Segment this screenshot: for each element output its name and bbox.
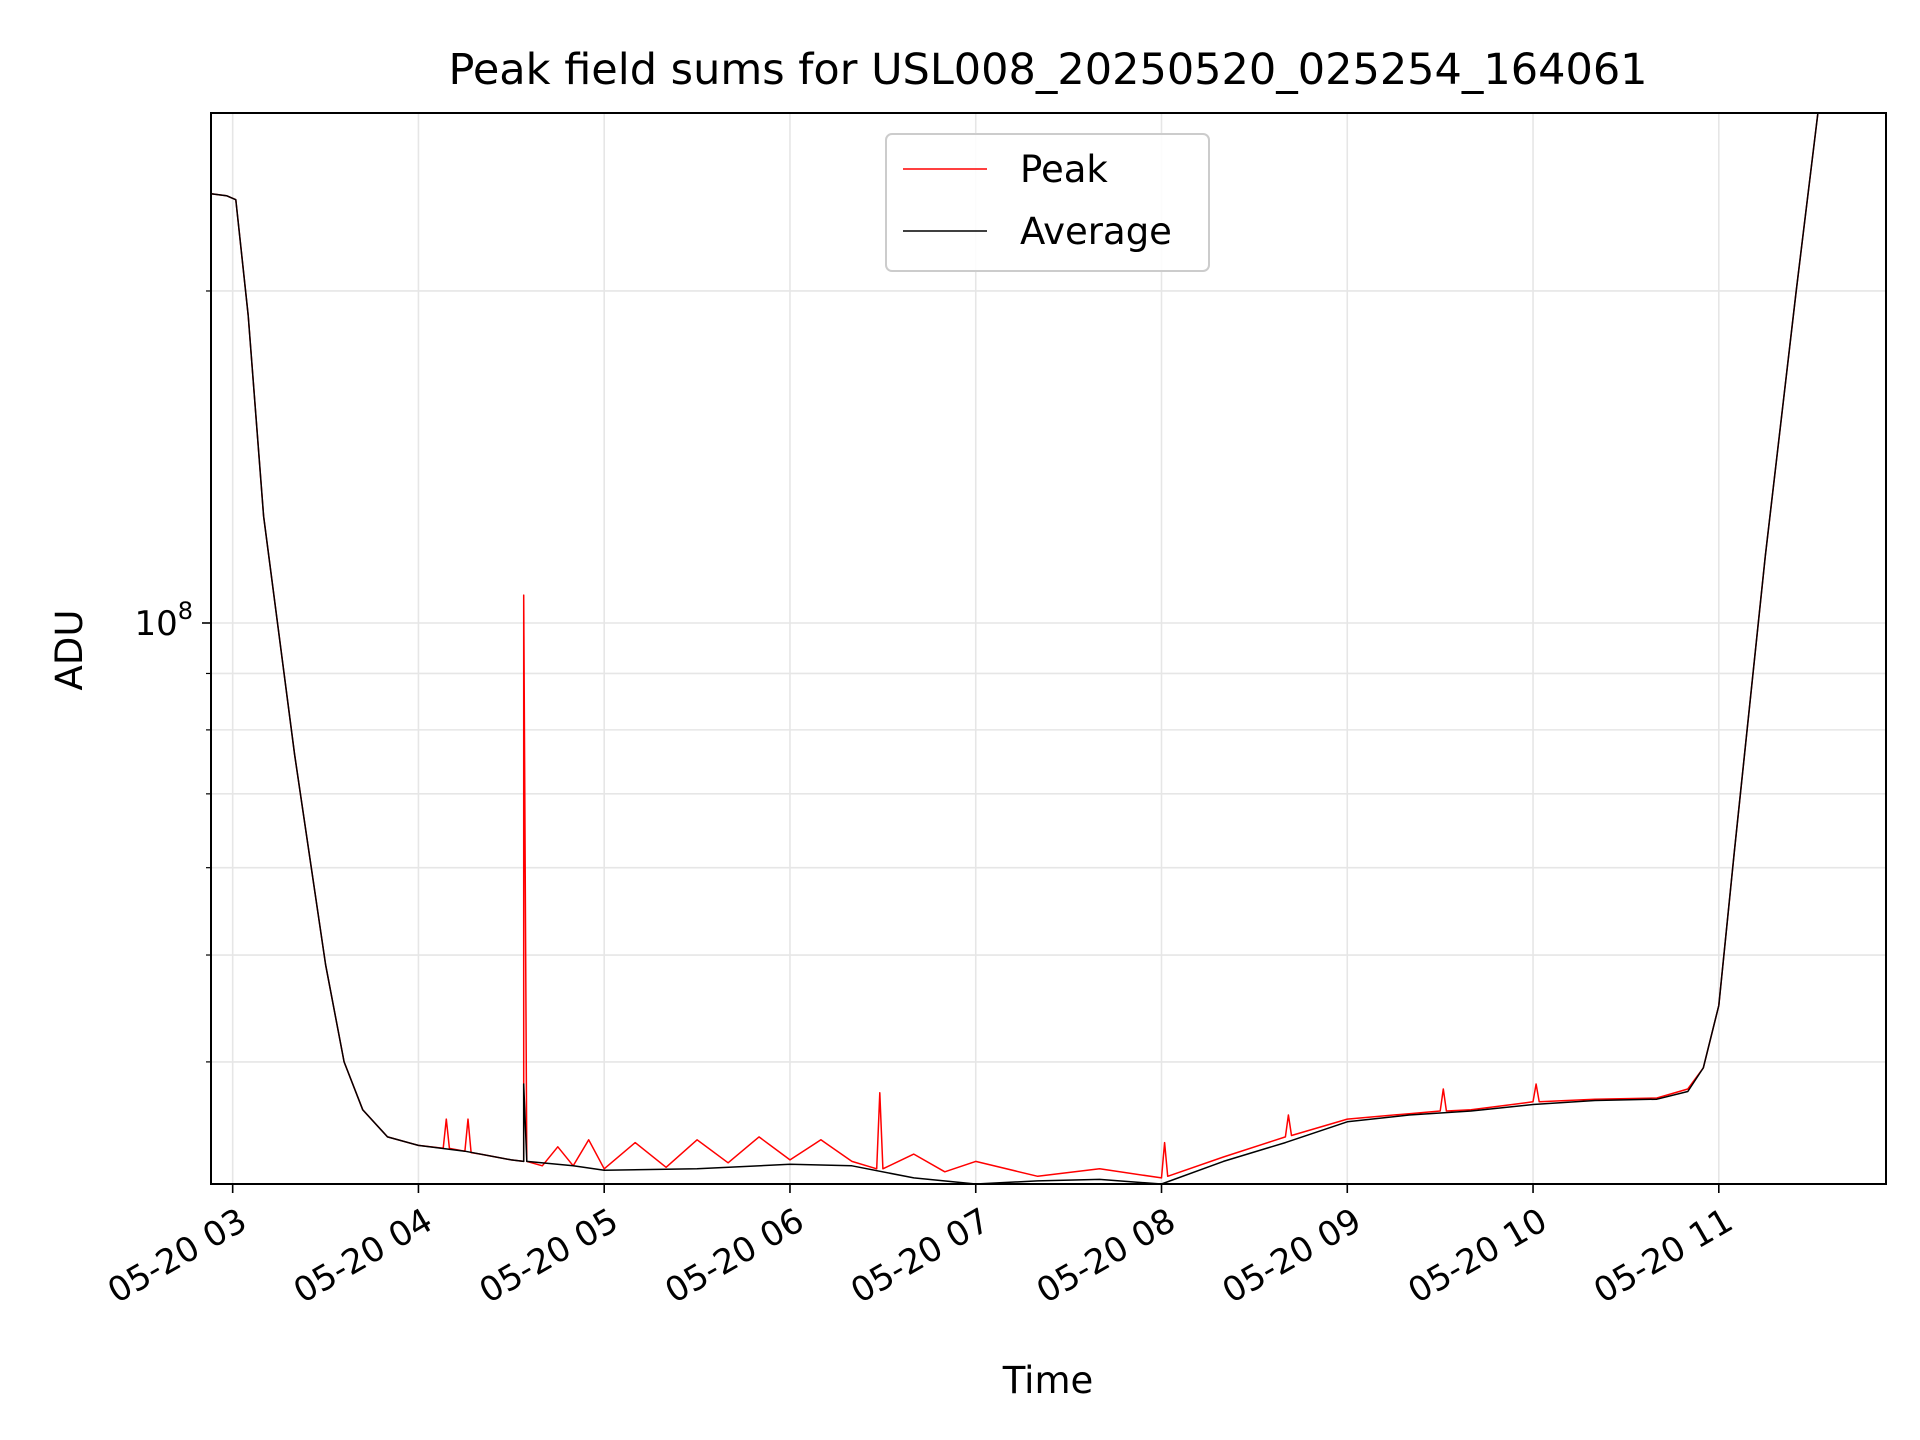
x-tick-label: 05-20 05 [473, 1201, 625, 1312]
x-tick-label: 05-20 10 [1402, 1201, 1554, 1312]
series-line-peak [210, 112, 1819, 1179]
legend-peak-label: Peak [1020, 148, 1108, 191]
x-tick-label: 05-20 09 [1216, 1201, 1368, 1312]
legend-average-label: Average [1020, 210, 1172, 253]
x-tick-label: 05-20 03 [101, 1201, 253, 1312]
series-lines [210, 112, 1819, 1185]
x-tick-label: 05-20 06 [658, 1201, 810, 1312]
grid [211, 113, 1886, 1184]
plot-frame [210, 112, 1887, 1185]
chart-title: Peak field sums for USL008_20250520_0252… [448, 45, 1647, 95]
y-axis-label: ADU [48, 610, 91, 691]
x-tick-label: 05-20 11 [1587, 1201, 1739, 1312]
x-axis-label: Time [1002, 1359, 1094, 1402]
x-tick-label: 05-20 04 [287, 1201, 439, 1312]
x-tick-label: 05-20 08 [1030, 1201, 1182, 1312]
series-line-average [210, 112, 1819, 1185]
x-tick-label: 05-20 07 [844, 1201, 996, 1312]
y-tick-label: 108 [134, 597, 193, 644]
legend: Peak Average [885, 133, 1210, 272]
